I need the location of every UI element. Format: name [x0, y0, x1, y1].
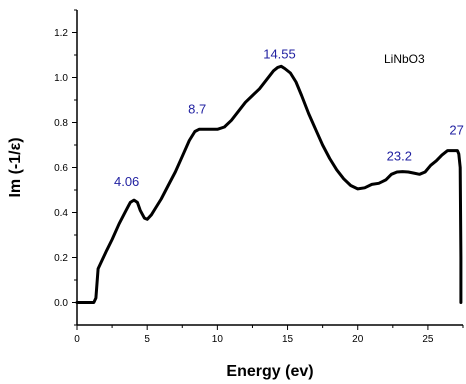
y-axis-title: Im (-1/ε) — [7, 137, 24, 197]
series-label: LiNbO3 — [384, 52, 425, 66]
x-axis-title: Energy (ev) — [226, 363, 313, 380]
peak-label: 4.06 — [114, 174, 139, 189]
y-tick-label: 1.2 — [54, 28, 68, 39]
axes: 0 5 10 15 20 25 0.0 0.2 0.4 0.6 0.8 1.0 1.2 — [54, 9, 464, 345]
y-tick-label: 0.6 — [54, 163, 68, 174]
y-tick-label: 0.2 — [54, 253, 68, 264]
plot-area — [75, 64, 463, 304]
series-line-linbo3 — [75, 64, 463, 304]
peak-label: 23.2 — [387, 149, 412, 164]
peak-label: 27 — [449, 123, 463, 138]
x-tick-label: 0 — [74, 334, 80, 345]
y-tick-label: 0.4 — [54, 208, 68, 219]
peak-label: 8.7 — [188, 101, 206, 116]
x-tick-label: 10 — [212, 334, 224, 345]
y-tick-label: 0.0 — [54, 298, 68, 309]
x-ticks: 0 5 10 15 20 25 — [74, 325, 464, 345]
y-ticks: 0.0 0.2 0.4 0.6 0.8 1.0 1.2 — [54, 9, 77, 326]
x-tick-label: 25 — [422, 334, 434, 345]
peak-label: 14.55 — [263, 46, 296, 61]
x-tick-label: 15 — [282, 334, 294, 345]
x-tick-label: 20 — [352, 334, 364, 345]
x-tick-label: 5 — [144, 334, 150, 345]
y-tick-label: 1.0 — [54, 73, 68, 84]
peak-annotations: 4.06 8.7 14.55 23.2 27 — [114, 46, 464, 189]
y-tick-label: 0.8 — [54, 118, 68, 129]
